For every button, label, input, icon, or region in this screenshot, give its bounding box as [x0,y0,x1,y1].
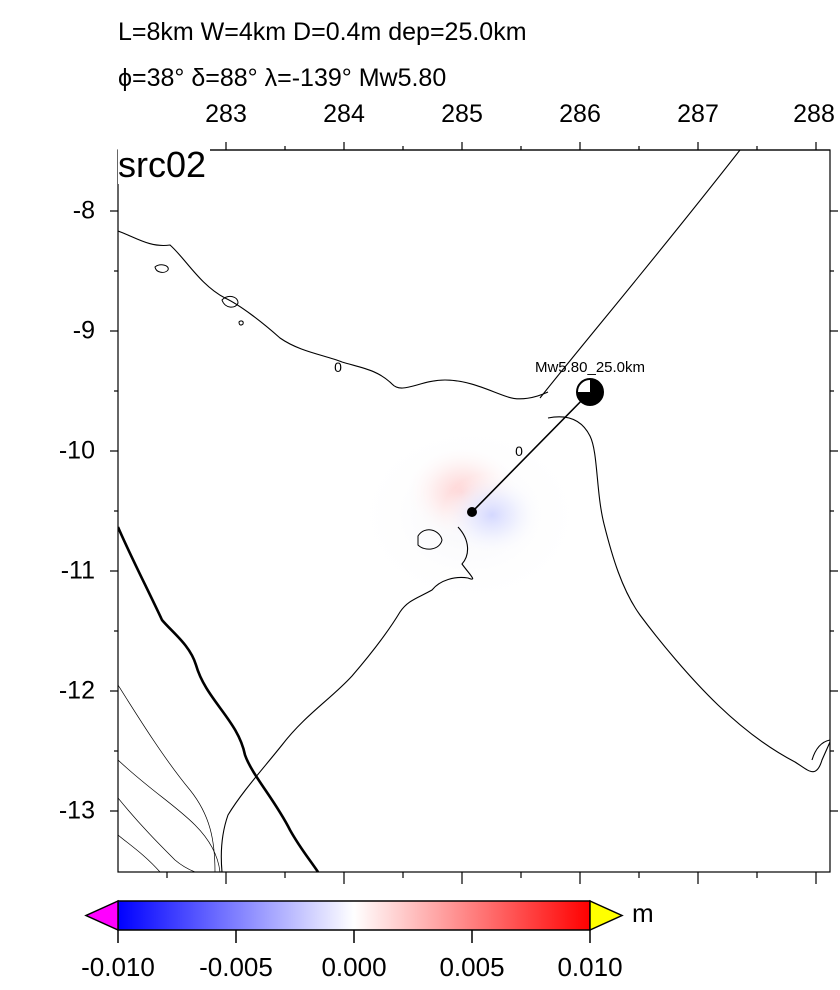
colorbar-above-triangle [589,899,624,932]
contour-sw-3 [118,797,196,872]
x-tick-label: 285 [441,100,483,128]
island-1 [154,264,169,273]
focal-mechanism-beachball [576,378,604,406]
coastlines [118,150,830,872]
coastline-north [118,230,549,400]
colorbar-tick-label: 0.010 [557,952,623,982]
coastline-east [547,416,830,773]
y-tick-label: -11 [60,556,95,585]
left-axis-ticks [110,210,118,812]
x-tick-label: 284 [323,100,365,128]
contour-sw-4 [118,834,161,872]
contour-sw-1 [118,684,216,872]
colorbar-tick-label: -0.010 [81,952,155,982]
x-tick-label: 283 [205,100,247,128]
island-2 [221,295,239,308]
colorbar [84,899,624,943]
x-tick-label: 288 [793,100,835,128]
colorbar-below-triangle [84,899,119,932]
colorbar-unit: m [632,898,654,928]
top-axis-ticks [118,142,830,151]
header-fault-mechanism: ϕ=38° δ=88° λ=-139° Mw5.80 [118,64,447,92]
panel-label: src02 [118,146,211,184]
y-tick-label: -12 [58,676,95,705]
colorbar-ticks [117,930,591,943]
epicenter-marker [467,507,477,517]
x-tick-label: 287 [677,100,719,128]
right-axis-ticks [830,210,838,812]
coastline-southwest [220,526,474,872]
mechanism-leader-line [471,391,591,513]
bottom-axis-ticks [166,872,817,884]
island-4 [417,529,443,550]
y-tick-label: -13 [58,796,95,825]
colorbar-tick-label: 0.005 [439,952,505,982]
y-tick-label: -9 [72,316,95,345]
y-tick-label: -10 [58,436,95,465]
header-fault-geometry: L=8km W=4km D=0.4m dep=25.0km [118,18,527,46]
thick-boundary [118,526,320,872]
contour-sw-2 [118,759,221,872]
ne-line [539,150,741,399]
colorbar-tick-label: -0.005 [199,952,273,982]
contour-label-north: 0 [334,359,342,375]
subsidence-lobe [442,473,542,557]
x-tick-label: 286 [559,100,601,128]
colorbar-gradient [117,900,591,931]
mechanism-label: Mw5.80_25.0km [535,359,645,376]
contour-label-center: 0 [515,443,523,459]
colorbar-tick-label: 0.000 [321,952,387,982]
y-tick-label: -8 [72,196,95,225]
coastline-east-edge [811,739,830,761]
island-3 [238,320,244,326]
